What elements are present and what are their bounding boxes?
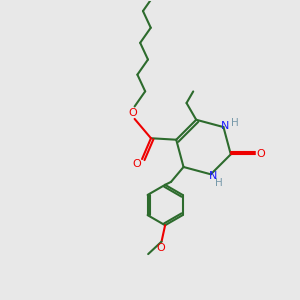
Text: N: N bbox=[209, 171, 217, 181]
Text: O: O bbox=[129, 108, 137, 118]
Text: O: O bbox=[132, 159, 141, 170]
Text: H: H bbox=[215, 178, 223, 188]
Text: O: O bbox=[256, 149, 265, 159]
Text: H: H bbox=[232, 118, 239, 128]
Text: O: O bbox=[157, 242, 165, 253]
Text: N: N bbox=[221, 121, 230, 130]
